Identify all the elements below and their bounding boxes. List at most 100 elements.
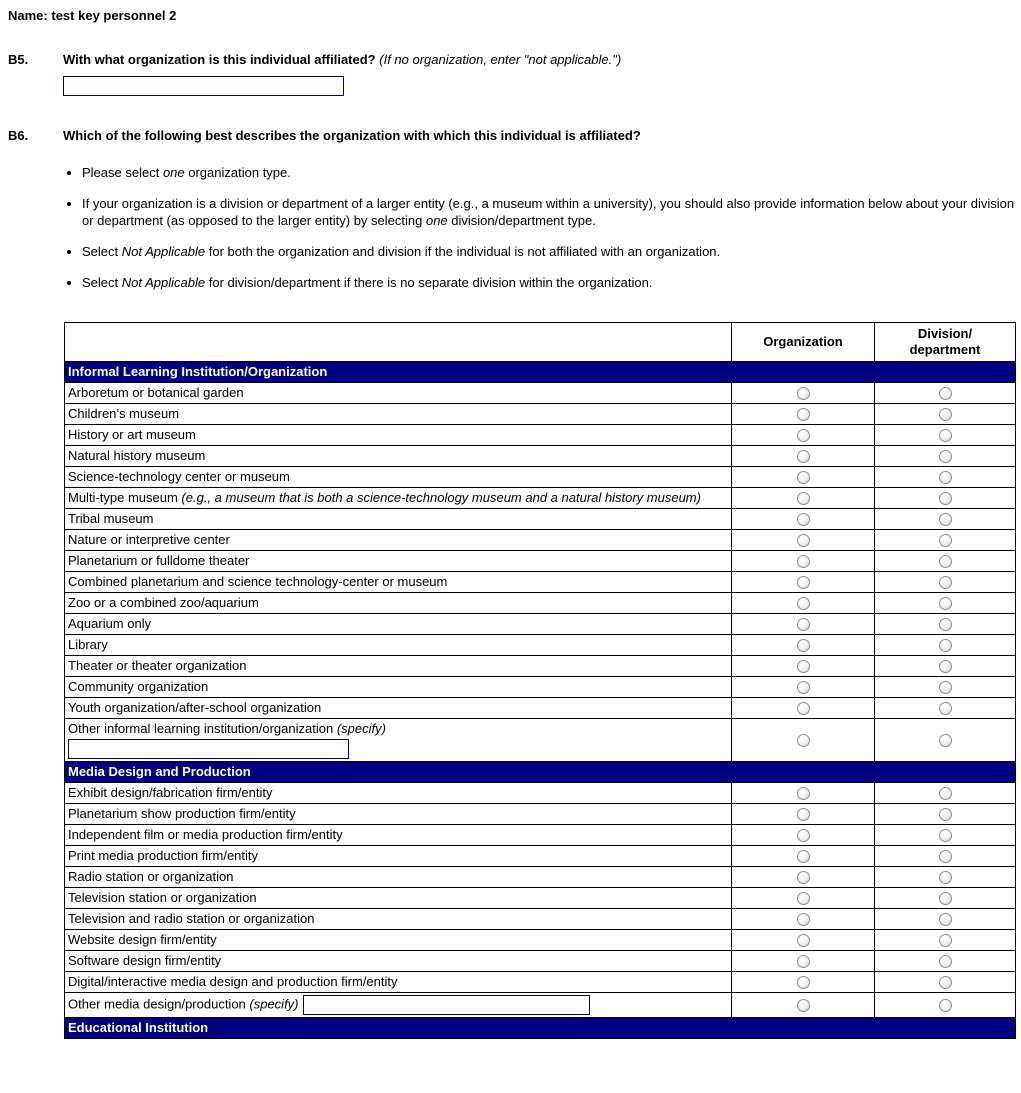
org-radio[interactable] — [796, 850, 810, 864]
division-radio[interactable] — [938, 534, 952, 548]
org-radio[interactable] — [796, 492, 810, 506]
row-label-cell: Software design firm/entity — [64, 950, 732, 972]
row-label-cell: Independent film or media production fir… — [64, 824, 732, 846]
b5-organization-input[interactable] — [63, 76, 344, 96]
division-radio[interactable] — [938, 850, 952, 864]
division-radio[interactable] — [938, 999, 952, 1013]
radio-cell — [731, 508, 875, 530]
org-radio[interactable] — [796, 787, 810, 801]
text: Zoo or a combined zoo/aquarium — [68, 595, 259, 610]
division-radio[interactable] — [938, 976, 952, 990]
text: Combined planetarium and science technol… — [68, 574, 448, 589]
radio-cell — [874, 655, 1016, 677]
division-radio[interactable] — [938, 555, 952, 569]
division-radio[interactable] — [938, 513, 952, 527]
radio-cell — [874, 571, 1016, 593]
text: Planetarium show production firm/entity — [68, 806, 296, 821]
row-label-cell: Youth organization/after-school organiza… — [64, 697, 732, 719]
division-radio[interactable] — [938, 892, 952, 906]
org-radio[interactable] — [796, 999, 810, 1013]
org-radio[interactable] — [796, 934, 810, 948]
org-radio[interactable] — [796, 387, 810, 401]
row-label-cell: Planetarium show production firm/entity — [64, 803, 732, 825]
text: Digital/interactive media design and pro… — [68, 974, 398, 989]
division-radio[interactable] — [938, 660, 952, 674]
org-radio[interactable] — [796, 660, 810, 674]
radio-cell — [874, 508, 1016, 530]
radio-cell — [874, 445, 1016, 467]
division-radio[interactable] — [938, 429, 952, 443]
radio-cell — [874, 887, 1016, 909]
table-row: Aquarium only — [64, 613, 1016, 635]
row-label-cell: Science-technology center or museum — [64, 466, 732, 488]
division-radio[interactable] — [938, 492, 952, 506]
division-radio[interactable] — [938, 450, 952, 464]
org-radio[interactable] — [796, 618, 810, 632]
row-label-cell: Tribal museum — [64, 508, 732, 530]
division-radio[interactable] — [938, 576, 952, 590]
org-radio[interactable] — [796, 808, 810, 822]
org-radio[interactable] — [796, 913, 810, 927]
other-informal-specify-input[interactable] — [68, 739, 349, 759]
division-radio[interactable] — [938, 787, 952, 801]
org-radio[interactable] — [796, 871, 810, 885]
table-row: Zoo or a combined zoo/aquarium — [64, 592, 1016, 614]
radio-cell — [731, 613, 875, 635]
division-radio[interactable] — [938, 913, 952, 927]
division-radio[interactable] — [938, 618, 952, 632]
table-header-row: Organization Division/ department — [64, 322, 1016, 362]
org-radio[interactable] — [796, 639, 810, 653]
italic-text: one — [425, 213, 448, 228]
org-radio[interactable] — [796, 576, 810, 590]
org-radio[interactable] — [796, 892, 810, 906]
org-radio[interactable] — [796, 408, 810, 422]
division-radio[interactable] — [938, 597, 952, 611]
division-radio[interactable] — [938, 681, 952, 695]
division-radio[interactable] — [938, 829, 952, 843]
row-label-cell: Theater or theater organization — [64, 655, 732, 677]
radio-cell — [731, 571, 875, 593]
name-label: Name: — [8, 8, 48, 23]
org-radio[interactable] — [796, 513, 810, 527]
org-radio[interactable] — [796, 702, 810, 716]
division-radio[interactable] — [938, 871, 952, 885]
org-radio[interactable] — [796, 955, 810, 969]
org-radio[interactable] — [796, 555, 810, 569]
section-header-label: Informal Learning Institution/Organizati… — [64, 361, 1016, 383]
org-radio[interactable] — [796, 450, 810, 464]
org-radio[interactable] — [796, 597, 810, 611]
division-radio[interactable] — [938, 808, 952, 822]
table-row: History or art museum — [64, 424, 1016, 446]
text: Natural history museum — [68, 448, 206, 463]
text: Television and radio station or organiza… — [68, 911, 315, 926]
italic-text: one — [162, 165, 185, 180]
division-radio[interactable] — [938, 639, 952, 653]
division-radio[interactable] — [938, 734, 952, 748]
instruction-bullet: Select Not Applicable for both the organ… — [82, 243, 1015, 260]
division-radio[interactable] — [938, 408, 952, 422]
text: for division/department if there is no s… — [205, 275, 653, 290]
org-radio[interactable] — [796, 976, 810, 990]
other-media-specify-input[interactable] — [302, 995, 590, 1015]
org-radio[interactable] — [796, 734, 810, 748]
org-radio[interactable] — [796, 429, 810, 443]
org-radio[interactable] — [796, 471, 810, 485]
division-radio[interactable] — [938, 702, 952, 716]
section-header-row: Informal Learning Institution/Organizati… — [64, 361, 1016, 383]
org-radio[interactable] — [796, 534, 810, 548]
division-radio[interactable] — [938, 471, 952, 485]
radio-cell — [731, 992, 875, 1018]
division-radio[interactable] — [938, 955, 952, 969]
division-radio[interactable] — [938, 387, 952, 401]
org-radio[interactable] — [796, 829, 810, 843]
radio-cell — [731, 824, 875, 846]
radio-cell — [874, 613, 1016, 635]
radio-cell — [731, 676, 875, 698]
org-radio[interactable] — [796, 681, 810, 695]
table-row: Tribal museum — [64, 508, 1016, 530]
text: Print media production firm/entity — [68, 848, 259, 863]
division-radio[interactable] — [938, 934, 952, 948]
row-label-cell: Multi-type museum (e.g., a museum that i… — [64, 487, 732, 509]
text: Nature or interpretive center — [68, 532, 230, 547]
radio-cell — [731, 782, 875, 804]
